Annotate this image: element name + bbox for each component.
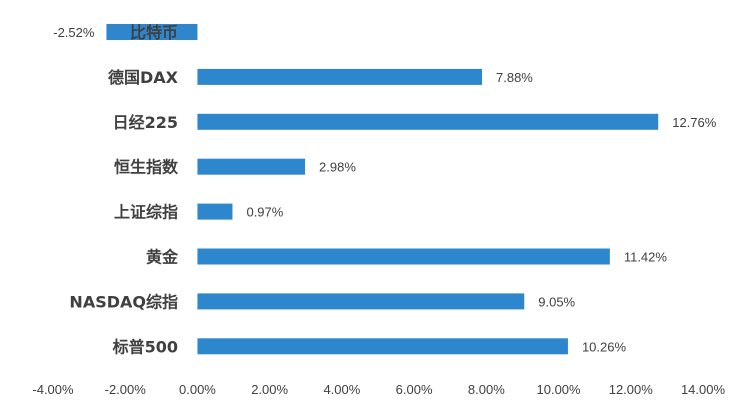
bar-0 — [106, 24, 198, 40]
category-label-2: 日经225 — [113, 113, 178, 132]
data-label-7: 10.26% — [582, 339, 627, 354]
x-tick-label-0: -4.00% — [32, 382, 74, 397]
bars-group — [106, 24, 659, 355]
category-label-3: 恒生指数 — [114, 158, 179, 177]
data-label-3: 2.98% — [319, 160, 356, 175]
bar-3 — [197, 158, 306, 175]
category-label-0: 比特币 — [130, 23, 178, 42]
bar-6 — [197, 293, 525, 310]
data-label-5: 11.42% — [624, 250, 668, 265]
x-tick-label-6: 8.00% — [468, 382, 505, 397]
data-label-2: 12.76% — [672, 115, 717, 130]
x-tick-label-1: -2.00% — [105, 382, 147, 397]
data-label-6: 9.05% — [538, 294, 575, 309]
bar-2 — [197, 113, 659, 130]
bar-7 — [197, 338, 568, 355]
bar-5 — [197, 248, 610, 265]
category-label-4: 上证综指 — [114, 203, 178, 222]
data-label-1: 7.88% — [496, 70, 533, 85]
x-axis-tick-labels-group: -4.00% -2.00% 0.00% 2.00% 4.00% 6.00% 8.00% 10.… — [32, 382, 725, 397]
category-label-6: NASDAQ综指 — [69, 292, 178, 311]
category-label-7: 标普500 — [112, 337, 178, 356]
bar-4 — [197, 203, 233, 220]
x-tick-label-4: 4.00% — [323, 382, 360, 397]
x-tick-label-8: 12.00% — [609, 382, 654, 397]
x-tick-label-7: 10.00% — [537, 382, 582, 397]
x-tick-label-3: 2.00% — [251, 382, 288, 397]
data-label-4: 0.97% — [246, 205, 283, 220]
x-tick-label-2: 0.00% — [179, 382, 216, 397]
category-label-5: 黄金 — [146, 248, 179, 267]
data-labels-group: -2.52% 7.88% 12.76% 2.98% 0.97% 11.42% 9.05% 10… — [53, 25, 717, 354]
bar-1 — [197, 68, 482, 85]
x-tick-label-9: 14.00% — [681, 382, 726, 397]
category-label-1: 德国DAX — [108, 68, 179, 87]
x-tick-label-5: 6.00% — [396, 382, 433, 397]
data-label-0: -2.52% — [53, 25, 95, 40]
